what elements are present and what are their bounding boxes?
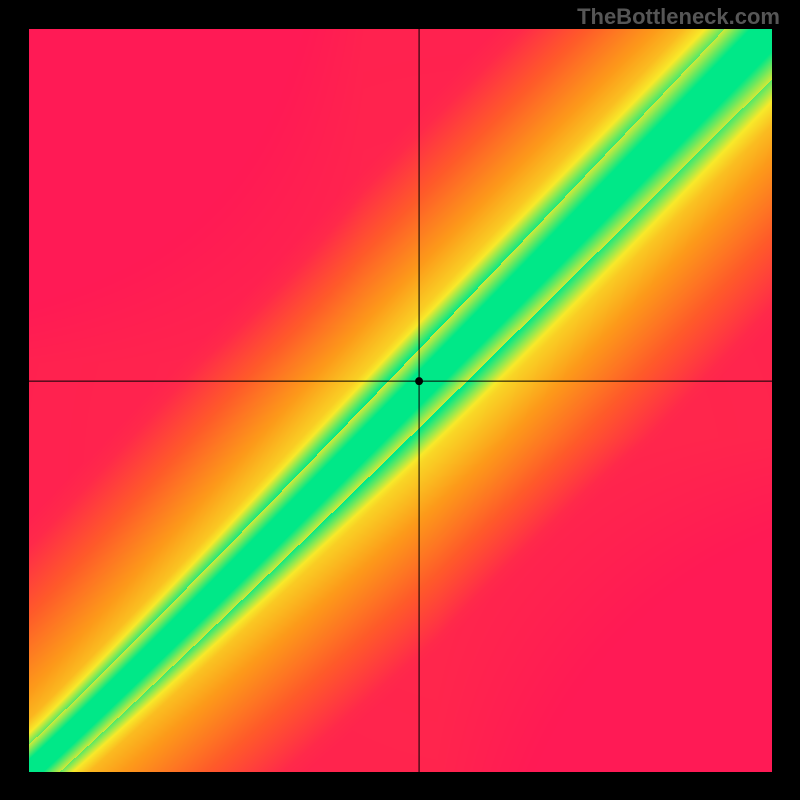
bottleneck-heatmap [29, 29, 772, 772]
chart-container: TheBottleneck.com [0, 0, 800, 800]
watermark-text: TheBottleneck.com [577, 4, 780, 30]
